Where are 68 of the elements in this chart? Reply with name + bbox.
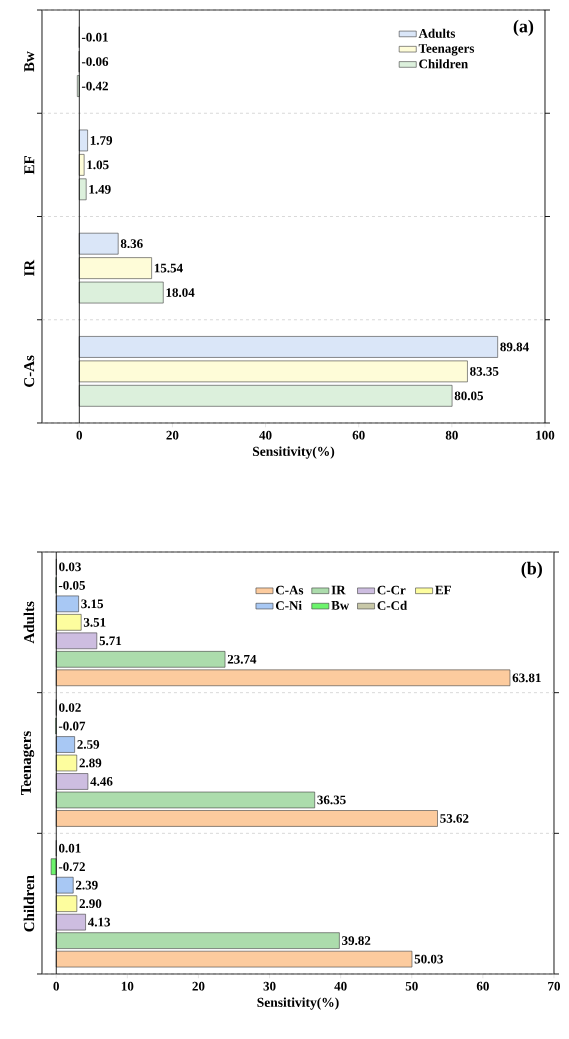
annotation: (b) — [521, 561, 542, 579]
x-tick-label: 80 — [445, 430, 458, 440]
data-label: 0.02 — [59, 703, 81, 712]
data-label: 4.46 — [90, 777, 113, 786]
legend-label: Adults — [418, 28, 456, 38]
y-tick-label: IR — [24, 259, 35, 276]
x-tick-label: 20 — [192, 981, 205, 991]
data-label: -0.06 — [81, 57, 109, 67]
legend-label: IR — [331, 585, 346, 595]
y-tick-label: Bw — [24, 51, 35, 72]
data-label: 2.90 — [79, 899, 102, 909]
y-tick-label: Adults — [23, 601, 35, 644]
data-label: 83.35 — [470, 366, 499, 376]
x-tick-label: 60 — [476, 981, 489, 991]
legend-label: EF — [435, 585, 451, 595]
y-tick-label: EF — [24, 156, 35, 175]
x-tick-label: 70 — [548, 981, 560, 991]
data-label: 4.13 — [87, 917, 111, 927]
x-tick-label: 40 — [334, 981, 347, 991]
data-label: 1.05 — [87, 160, 109, 170]
data-label: 15.54 — [154, 263, 183, 273]
x-axis-title: Sensitivity(%) — [257, 997, 339, 1010]
legend-label: Children — [419, 59, 468, 69]
data-label: 2.59 — [77, 740, 100, 749]
data-label: 3.15 — [81, 599, 104, 609]
data-label: 2.39 — [75, 880, 98, 890]
data-label: 23.74 — [227, 654, 257, 664]
legend-label: Bw — [331, 601, 350, 610]
legend-label: C-Ni — [275, 600, 302, 610]
data-label: 39.82 — [342, 936, 371, 946]
data-label: 63.81 — [512, 673, 541, 683]
data-label: 1.79 — [90, 136, 113, 145]
legend-label: C-Cd — [377, 600, 408, 610]
data-label: -0.05 — [58, 580, 86, 590]
data-label: 53.62 — [440, 814, 469, 823]
data-label: -0.01 — [81, 32, 108, 42]
data-label: 2.89 — [79, 758, 102, 768]
x-tick-label: 10 — [121, 981, 134, 991]
data-label: 36.35 — [317, 795, 346, 805]
data-label: 0.03 — [59, 562, 81, 572]
x-tick-label: 0 — [76, 430, 83, 440]
data-label: 0.01 — [58, 843, 81, 853]
legend-label: C-Cr — [377, 585, 406, 595]
data-label: -0.42 — [81, 81, 108, 91]
y-tick-label: C-As — [24, 355, 35, 387]
legend-label: C-As — [275, 585, 304, 595]
data-label: 3.51 — [83, 617, 106, 627]
data-label: 1.49 — [89, 184, 111, 194]
x-tick-label: 20 — [166, 430, 179, 440]
y-tick-label: Teenagers — [21, 731, 35, 795]
legend-label: Teenagers — [418, 44, 475, 56]
data-label: 5.71 — [99, 636, 122, 646]
data-label: 80.05 — [454, 391, 484, 401]
y-tick-label: Children — [23, 875, 35, 932]
data-label: -0.07 — [58, 721, 86, 731]
x-tick-label: 30 — [263, 981, 276, 991]
data-label: 50.03 — [414, 954, 443, 964]
x-tick-label: 0 — [53, 981, 59, 991]
annotation: (a) — [513, 19, 534, 37]
x-axis-title: Sensitivity(%) — [252, 446, 335, 459]
data-label: 18.04 — [166, 288, 195, 297]
x-tick-label: 60 — [352, 430, 365, 440]
data-label: -0.72 — [58, 862, 85, 872]
data-label: 89.84 — [500, 342, 529, 352]
x-tick-label: 100 — [536, 430, 555, 440]
x-tick-label: 50 — [405, 981, 418, 991]
x-tick-label: 40 — [259, 430, 272, 440]
data-label: 8.36 — [120, 239, 143, 249]
